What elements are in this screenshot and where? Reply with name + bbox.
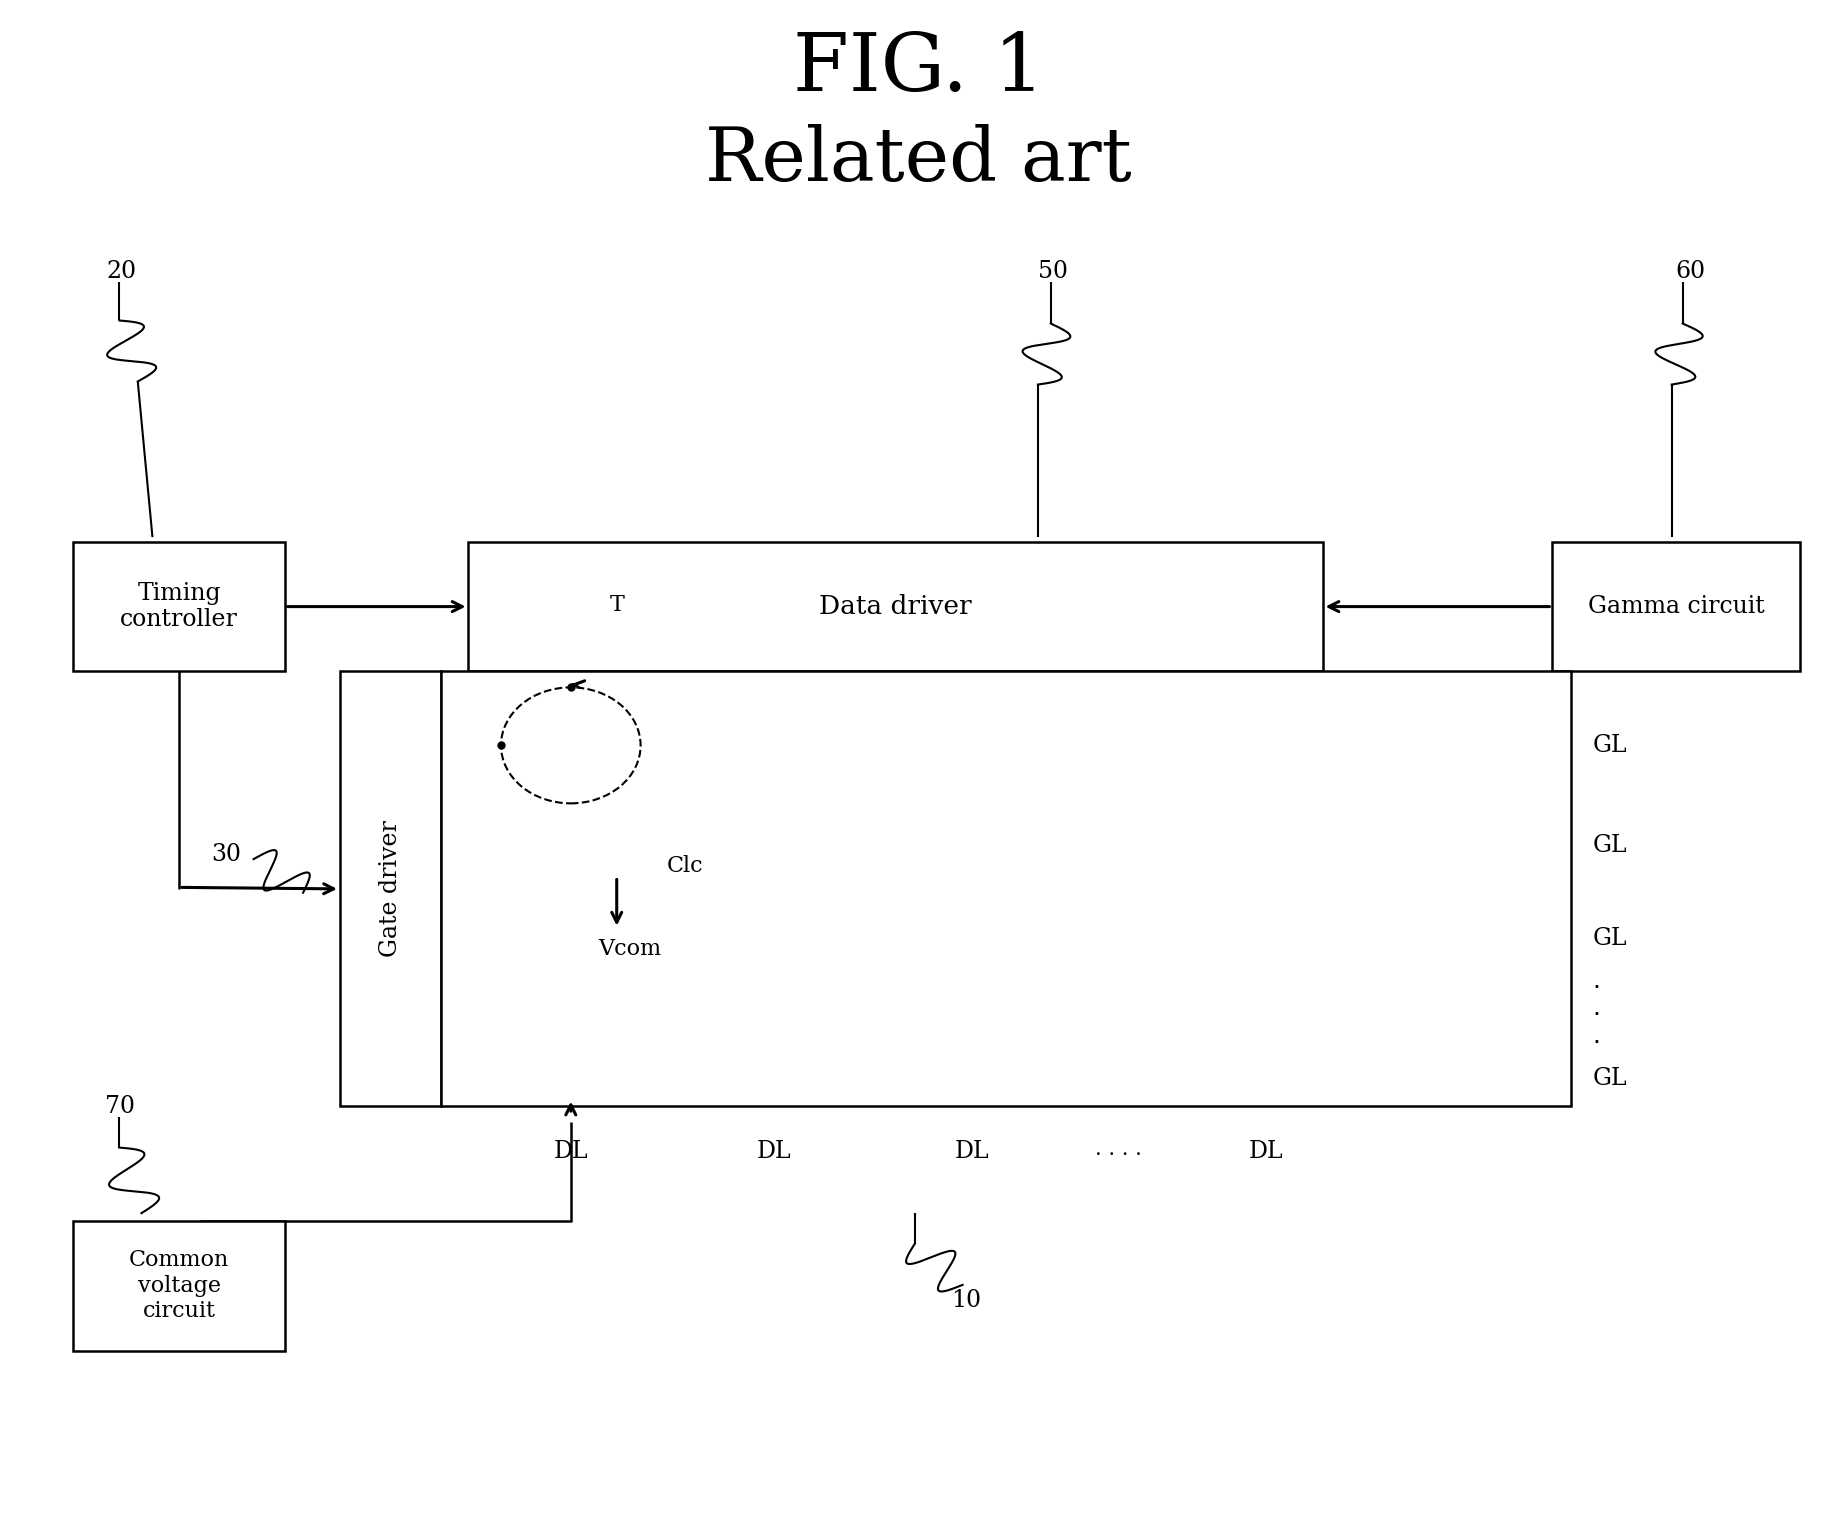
Bar [73, 542, 285, 671]
Text: .
.
.: . . . [1593, 969, 1600, 1048]
Text: GL: GL [1593, 1067, 1628, 1090]
Text: 70: 70 [105, 1094, 134, 1119]
Text: Common
voltage
circuit: Common voltage circuit [129, 1250, 230, 1322]
Bar [1552, 542, 1800, 671]
Text: 50: 50 [1038, 259, 1067, 284]
Text: 20: 20 [107, 259, 136, 284]
Text: GL: GL [1593, 928, 1628, 951]
Text: 30: 30 [211, 842, 241, 867]
Text: Gate driver: Gate driver [378, 821, 402, 957]
Text: Related art: Related art [705, 124, 1132, 197]
Text: FIG. 1: FIG. 1 [792, 29, 1045, 108]
Bar [468, 542, 1323, 671]
Text: Data driver: Data driver [819, 594, 972, 620]
Bar [73, 1221, 285, 1351]
Text: Vcom: Vcom [599, 937, 661, 960]
Text: GL: GL [1593, 833, 1628, 858]
Text: DL: DL [757, 1140, 792, 1163]
Text: DL: DL [955, 1140, 988, 1163]
Bar [340, 671, 441, 1106]
Text: GL: GL [1593, 734, 1628, 757]
Text: Gamma circuit: Gamma circuit [1587, 595, 1765, 618]
Text: T: T [610, 594, 625, 615]
Text: 60: 60 [1675, 259, 1705, 284]
Text: Clc: Clc [667, 855, 704, 877]
Text: 10: 10 [952, 1288, 981, 1312]
Text: DL: DL [1249, 1140, 1282, 1163]
Text: DL: DL [553, 1140, 588, 1163]
Text: Timing
controller: Timing controller [119, 581, 239, 632]
Circle shape [502, 687, 641, 803]
Text: . . . .: . . . . [1095, 1140, 1143, 1158]
Bar [441, 671, 1571, 1106]
